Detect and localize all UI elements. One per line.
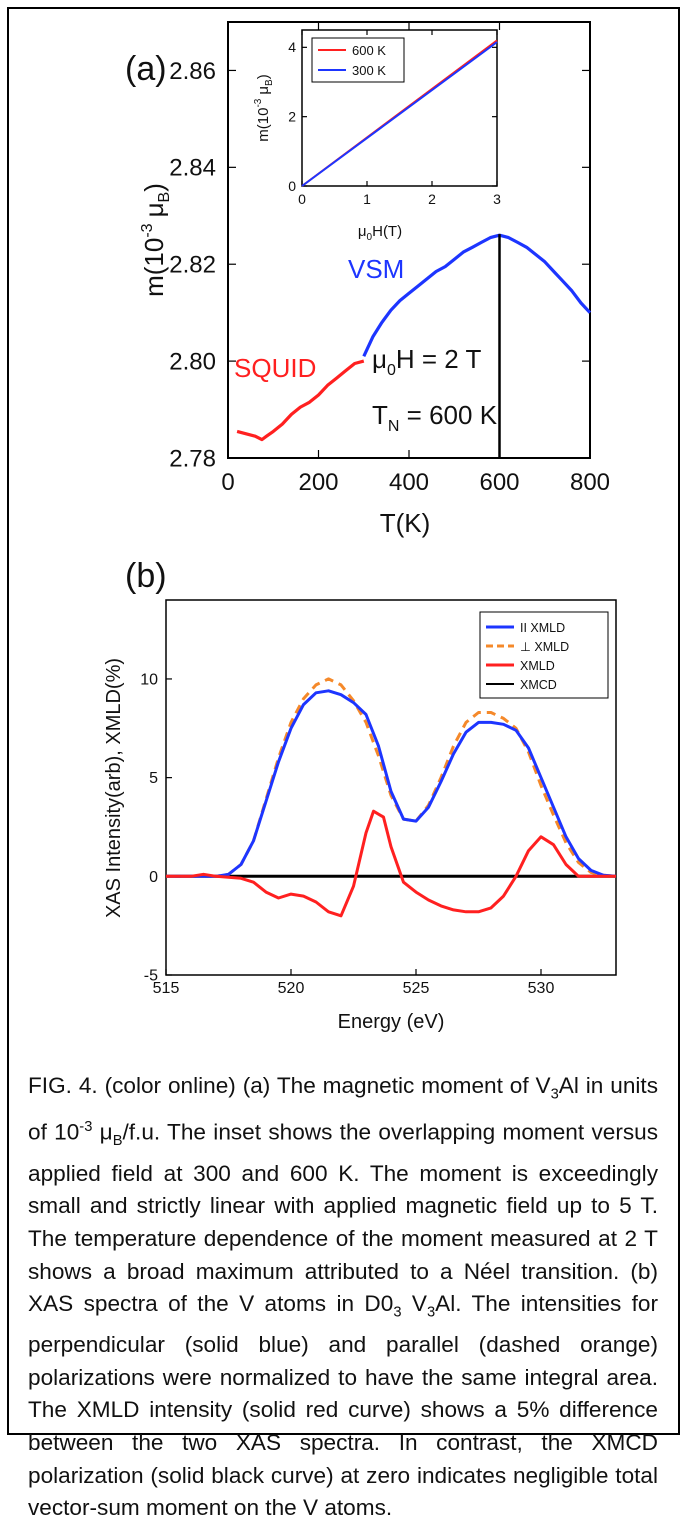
inset-x-ticks: 0 1 2 3	[298, 30, 501, 207]
panel-b-x-tick-label: 530	[528, 980, 555, 997]
legend-label-parallel-xmld: II XMLD	[520, 621, 565, 635]
panel-a-ylabel-unit-sub: B	[156, 192, 173, 203]
inset-ylabel-prefix: m(10	[255, 108, 272, 142]
panel-a-x-tick-label: 200	[298, 469, 338, 496]
caption-sup-1: -3	[79, 1119, 93, 1136]
inset-series-300-k-line	[301, 41, 498, 187]
panel-a-y-tick-label: 2.80	[169, 349, 216, 376]
panel-b-x-tick-label: 515	[153, 980, 180, 997]
panel-a-x-tick-label: 0	[221, 469, 234, 496]
panel-b-x-axis-label: Energy (eV)	[338, 1011, 445, 1033]
caption-part-1: FIG. 4. (color online) (a) The magnetic …	[28, 1073, 551, 1098]
legend-label-xmld: XMLD	[520, 659, 555, 673]
field-annotation: μ0H = 2 T	[372, 344, 482, 379]
inset-x-axis-label: μ0H(T)	[358, 223, 402, 243]
panel-a-series-vsm-line	[362, 233, 592, 357]
panel-a-ylabel-prefix: m(10	[139, 238, 169, 297]
panel-a: (a) 2.782.802.822.842.86 0 200 400 600 800 m…	[125, 21, 610, 538]
panel-b-x-tick-label: 525	[403, 980, 430, 997]
panel-a-y-tick-label: 2.84	[169, 155, 216, 182]
panel-b-y-tick-label: 0	[149, 869, 158, 886]
caption-sub-3: 3	[393, 1304, 402, 1321]
inset-x-tick-label: 1	[363, 191, 371, 207]
panel-a-x-tick-label: 600	[479, 469, 519, 496]
panel-b-y-tick-label: 10	[140, 672, 158, 689]
panel-a-ylabel-sup: -3	[139, 223, 156, 237]
panel-a-y-axis-label: m(10-3 μB)	[139, 183, 173, 297]
tn-T: T	[372, 400, 388, 430]
inset-xlabel-mu: μ	[358, 223, 367, 240]
panel-b-y-axis-label: XAS Intensity(arb), XMLD(%)	[103, 658, 125, 918]
inset-ylabel-close: )	[255, 74, 272, 79]
inset-x-tick-label: 2	[428, 191, 436, 207]
inset-plot-frame	[301, 29, 498, 187]
field-mu: μ	[372, 344, 387, 374]
figure-frame	[7, 7, 680, 1435]
panel-a-plot-frame	[227, 21, 591, 459]
panel-a-x-tick-label: 400	[389, 469, 429, 496]
panel-b-series	[166, 677, 617, 918]
panel-b-y-tick-label: 5	[149, 770, 158, 787]
inset-ylabel-sup: -3	[253, 98, 264, 107]
neel-temperature-annotation: TN = 600 K	[372, 400, 498, 435]
panel-a-y-tick-label: 2.78	[169, 445, 216, 472]
inset-series	[301, 39, 498, 187]
panel-a-label: (a)	[125, 50, 167, 88]
inset-ylabel-unit-sub: B	[264, 79, 275, 86]
panel-b-x-ticks: 515 520 525 530	[153, 969, 555, 997]
tn-sub: N	[388, 418, 400, 435]
inset-legend-box	[311, 37, 405, 83]
caption-part-4: /f.u. The inset shows the overlapping mo…	[28, 1119, 658, 1317]
panel-a-x-tick-label: 800	[570, 469, 610, 496]
panel-b-plot-frame	[165, 599, 617, 976]
panel-a-y-tick-label: 2.86	[169, 58, 216, 85]
caption-part-5: V	[401, 1291, 427, 1317]
caption-part-2: Al in units of 10	[28, 1073, 658, 1145]
vsm-annotation: VSM	[348, 254, 404, 284]
caption-part-6: Al. The intensities for perpendicular (s…	[28, 1291, 659, 1521]
inset-x-tick-label: 3	[493, 191, 501, 207]
panel-b-label: (b)	[125, 557, 167, 595]
panel-a-y-ticks: 2.78 2.80 2.82 2.84 2.86	[169, 58, 590, 472]
inset-ylabel-unit: μ	[255, 86, 272, 95]
panel-a-series	[236, 233, 592, 442]
inset-y-tick-label: 0	[288, 178, 296, 194]
figure-caption: FIG. 4. (color online) (a) The magnetic …	[28, 1070, 658, 1525]
legend-label-xmcd: XMCD	[520, 678, 557, 692]
inset-xlabel-sub: 0	[367, 232, 373, 243]
panel-b-y-ticks: -5 0 5 10	[140, 672, 172, 985]
tn-rest: = 600 K	[399, 400, 497, 430]
inset-legend-label-600k: 600 K	[352, 43, 386, 58]
field-rest: H = 2 T	[396, 344, 482, 374]
caption-sub-1: 3	[550, 1086, 559, 1103]
squid-annotation: SQUID	[234, 353, 316, 383]
panel-a-y-tick-label: 2.82	[169, 252, 216, 279]
panel-a-series-squid-line	[236, 359, 365, 442]
caption-part-3: μ	[92, 1119, 113, 1145]
panel-b-series-ii-xmld-line	[166, 689, 617, 878]
inset-y-axis-label: m(10-3 μB)	[253, 74, 275, 141]
inset-y-ticks: 0 2 4	[288, 39, 497, 194]
panel-a-x-ticks: 0 200 400 600 800	[221, 22, 610, 496]
inset-y-tick-label: 4	[288, 39, 296, 55]
panel-a-x-axis-label: T(K)	[380, 508, 431, 538]
panel-b-x-tick-label: 520	[278, 980, 305, 997]
panel-b-series-xmld-line	[166, 809, 616, 918]
panel-b-y-tick-label: -5	[144, 968, 158, 985]
panel-a-ylabel-close: )	[139, 183, 169, 192]
figure-svg: (a) 2.782.802.822.842.86 0 200 400 600 800 m…	[103, 21, 617, 1033]
inset-x-tick-label: 0	[298, 191, 306, 207]
field-mu-sub: 0	[387, 362, 396, 379]
inset-y-tick-label: 2	[288, 109, 296, 125]
caption-sub-4: 3	[426, 1304, 436, 1321]
inset-legend-label-300k: 300 K	[352, 63, 386, 78]
legend-label-perpendicular-xmld: ⊥ XMLD	[520, 640, 569, 654]
inset-xlabel-rest: H(T)	[372, 223, 402, 240]
caption-sub-2: B	[112, 1133, 123, 1150]
panel-a-ylabel-unit: μ	[139, 202, 169, 217]
